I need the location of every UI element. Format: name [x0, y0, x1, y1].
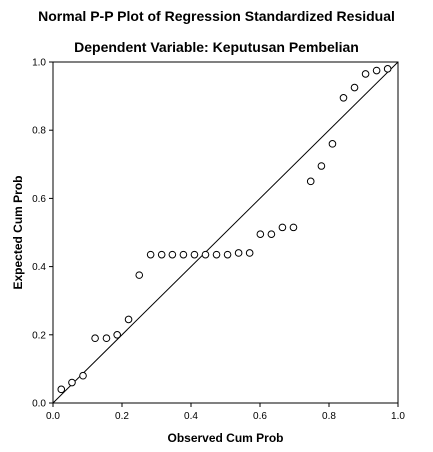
data-point [135, 271, 144, 279]
data-point [91, 334, 99, 343]
data-point [190, 250, 199, 259]
reference-diagonal-line [52, 61, 399, 404]
data-point [102, 334, 111, 343]
y-tick-label: 0.2 [32, 330, 46, 341]
data-point [328, 140, 337, 148]
data-point [383, 65, 392, 73]
data-point [124, 315, 133, 324]
x-tick-label: 0.6 [253, 411, 267, 422]
data-point [372, 66, 381, 75]
x-tick-label: 0.0 [46, 411, 60, 422]
data-point [201, 250, 210, 259]
data-point [350, 83, 359, 92]
data-point [245, 249, 254, 257]
y-tick-label: 0.0 [32, 399, 46, 410]
chart-title: Normal P-P Plot of Regression Standardiz… [38, 8, 395, 24]
y-tick-label: 0.4 [32, 262, 46, 273]
data-point [234, 249, 243, 257]
x-tick-label: 0.2 [115, 411, 129, 422]
data-point [361, 70, 370, 78]
chart-subtitle: Dependent Variable: Keputusan Pembelian [74, 39, 359, 55]
data-point [223, 250, 232, 259]
data-point [339, 94, 348, 102]
data-point [278, 223, 287, 232]
x-tick-label: 1.0 [391, 411, 405, 422]
data-point [179, 250, 188, 259]
data-point [57, 385, 66, 394]
data-point [317, 162, 326, 170]
data-point [146, 250, 155, 259]
data-point [168, 250, 177, 259]
x-tick-label: 0.8 [322, 411, 336, 422]
x-tick-label: 0.4 [184, 411, 198, 422]
data-point [256, 230, 265, 239]
y-tick-label: 1.0 [32, 58, 46, 69]
data-point [306, 177, 315, 186]
y-tick-label: 0.6 [32, 194, 46, 205]
data-point [267, 230, 276, 239]
x-axis-title: Observed Cum Prob [167, 431, 283, 445]
data-point [212, 250, 221, 259]
data-point [113, 331, 121, 339]
y-axis-title: Expected Cum Prob [11, 175, 25, 289]
data-point [68, 378, 76, 387]
data-point [157, 250, 166, 259]
data-point [79, 371, 87, 380]
data-point [289, 223, 298, 232]
plot-area-frame [52, 61, 399, 404]
y-tick-label: 0.8 [32, 126, 46, 137]
